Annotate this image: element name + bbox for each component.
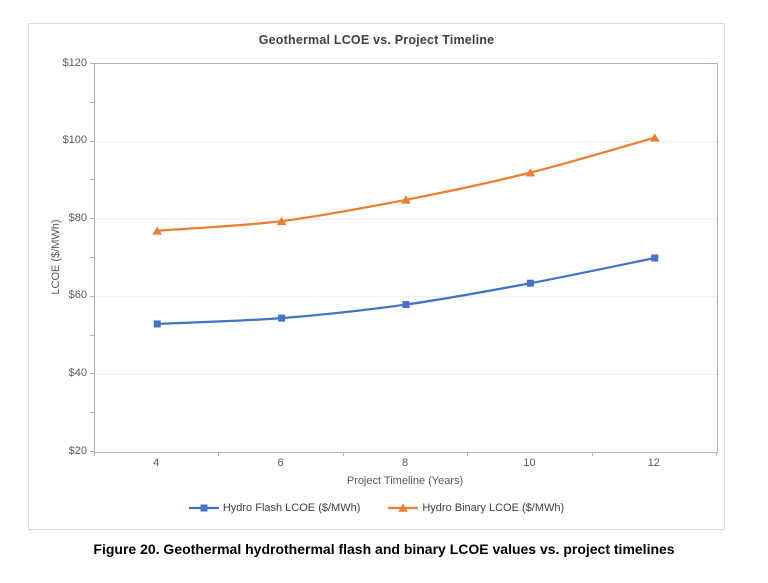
data-point-square [278,314,286,322]
data-point-square [402,301,410,309]
series-line [156,256,656,326]
y-axis-tick [90,295,94,297]
y-axis-tick [90,373,94,375]
y-tick-label: $100 [62,134,87,147]
y-axis-tick [90,140,94,142]
y-axis-tick [90,334,94,336]
series-line [156,136,656,232]
legend-item: Hydro Binary LCOE ($/MWh) [388,502,564,514]
y-axis-tick [90,63,94,64]
x-tick-label: 8 [401,457,409,469]
x-axis-tick [591,452,593,456]
x-tick-label: 6 [277,457,284,469]
legend-label: Hydro Flash LCOE ($/MWh) [222,502,361,514]
y-tick-label: $20 [68,444,87,457]
y-axis-tick [90,257,94,258]
data-point-triangle [401,195,411,204]
legend-swatch-triangle-icon [388,503,419,512]
x-axis-tick [342,452,344,456]
chart-title: Geothermal LCOE vs. Project Timeline [258,33,495,47]
y-axis-tick [90,179,94,181]
y-tick-label: $60 [68,289,87,302]
data-point-triangle [152,226,162,235]
x-axis-tick [467,452,469,456]
legend-item: Hydro Flash LCOE ($/MWh) [188,502,361,514]
data-point-square [153,320,161,328]
y-tick-label: $120 [62,56,87,69]
y-tick-label: $80 [68,211,87,224]
plot-svg [95,133,717,375]
data-point-triangle [650,133,660,142]
x-axis-title: Project Timeline (Years) [346,475,464,487]
chart-container: Geothermal LCOE vs. Project Timeline LCO… [28,23,725,530]
y-axis-tick [90,218,94,220]
y-tick-label: $40 [68,366,87,379]
data-point-triangle [276,216,287,225]
plot-area [94,63,718,453]
data-point-square [651,254,659,262]
legend-swatch-square-icon [188,504,219,512]
x-axis-tick [218,452,220,456]
figure-caption: Figure 20. Geothermal hydrothermal flash… [93,541,675,557]
x-tick-label: 4 [153,457,160,469]
legend: Hydro Flash LCOE ($/MWh) Hydro Binary LCO… [29,502,724,514]
x-axis-tick [94,452,95,456]
x-tick-label: 12 [647,457,660,469]
x-tick-label: 10 [523,457,536,469]
y-axis-tick [90,101,94,103]
x-axis-tick [716,452,717,456]
y-axis-tick [90,451,94,452]
y-axis-title: LCOE ($/MWh) [50,219,62,295]
data-point-square [526,279,534,287]
legend-label: Hydro Binary LCOE ($/MWh) [422,502,565,514]
data-point-triangle [525,168,536,177]
y-axis-tick [90,412,94,414]
